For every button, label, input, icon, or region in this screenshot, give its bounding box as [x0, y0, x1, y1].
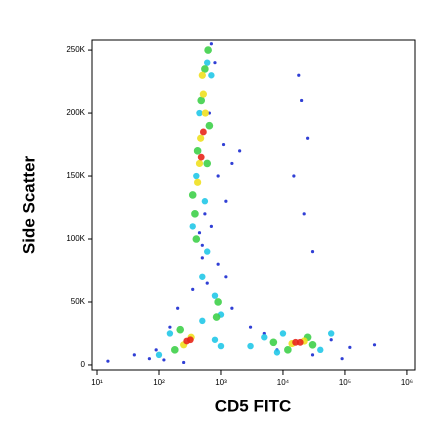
data-point: [199, 128, 207, 136]
data-point: [273, 349, 281, 356]
data-point: [248, 325, 253, 329]
data-point: [197, 231, 202, 235]
data-point: [197, 153, 205, 161]
data-point: [204, 59, 211, 66]
data-point: [297, 73, 301, 77]
data-point: [155, 351, 163, 359]
data-point: [230, 161, 234, 166]
data-point: [106, 359, 110, 363]
data-point: [197, 96, 206, 105]
data-point: [217, 342, 225, 350]
data-point: [211, 336, 219, 343]
data-point: [204, 248, 211, 255]
data-point: [166, 330, 174, 337]
data-point: [168, 325, 172, 329]
data-point: [209, 224, 213, 229]
data-point: [205, 281, 209, 285]
data-point: [171, 346, 179, 354]
data-point: [154, 348, 158, 352]
data-point: [191, 210, 199, 218]
data-point: [195, 159, 204, 168]
data-point: [196, 109, 203, 117]
data-point: [176, 325, 185, 334]
y-tick-label: 50K: [71, 297, 86, 306]
x-tick-label: 10⁴: [277, 378, 290, 387]
data-point: [224, 199, 228, 203]
y-tick-label: 250K: [66, 45, 85, 54]
data-point: [199, 90, 207, 98]
data-point: [193, 172, 200, 180]
data-point: [208, 72, 215, 79]
data-point: [201, 198, 209, 205]
data-point: [147, 357, 151, 361]
data-point: [348, 345, 352, 349]
data-point: [372, 343, 377, 347]
data-point: [188, 191, 197, 199]
data-point: [238, 149, 242, 153]
data-point: [211, 292, 219, 299]
data-point: [209, 42, 213, 46]
y-tick-label: 150K: [66, 171, 85, 180]
data-point: [296, 338, 304, 346]
data-point: [193, 147, 202, 155]
data-point: [216, 174, 220, 178]
data-point: [310, 250, 315, 254]
data-point: [201, 109, 209, 117]
data-point: [203, 159, 212, 168]
data-point: [200, 243, 204, 247]
data-point: [224, 275, 228, 279]
plot-frame: [91, 39, 416, 371]
data-point: [191, 287, 195, 291]
x-tick-label: 10⁶: [401, 378, 413, 387]
data-point: [176, 306, 180, 310]
y-tick-label: 200K: [66, 108, 85, 117]
data-point: [279, 330, 287, 337]
data-point: [340, 357, 344, 361]
x-tick-label: 10²: [153, 378, 165, 387]
data-point: [162, 358, 166, 362]
y-tick-label: 0: [81, 360, 86, 369]
data-point: [199, 273, 206, 280]
data-point: [306, 136, 310, 140]
x-tick-label: 10⁵: [339, 378, 351, 387]
y-axis-title: Side Scatter: [19, 155, 38, 254]
data-point: [198, 71, 206, 79]
data-point: [205, 121, 214, 130]
data-point: [269, 338, 278, 347]
x-tick-label: 10¹: [91, 378, 103, 387]
y-tick-label: 100K: [66, 234, 85, 243]
data-point: [221, 142, 226, 147]
data-point: [327, 330, 335, 337]
data-point: [203, 212, 207, 216]
data-point: [300, 98, 304, 103]
data-point: [284, 346, 292, 354]
x-tick-label: 10³: [215, 378, 227, 387]
x-axis-title: CD5 FITC: [215, 396, 292, 415]
data-point: [213, 61, 217, 65]
data-point: [189, 223, 196, 230]
data-point: [192, 235, 201, 243]
data-point: [329, 338, 333, 342]
data-point: [292, 174, 296, 178]
data-point: [212, 313, 221, 321]
data-point: [302, 212, 306, 216]
data-point: [194, 178, 202, 186]
data-point: [132, 353, 136, 357]
data-point: [310, 353, 315, 357]
data-point: [199, 317, 206, 325]
data-point: [214, 298, 222, 306]
data-point: [216, 262, 220, 266]
data-point: [200, 256, 204, 260]
data-point: [308, 341, 317, 349]
data-point: [201, 65, 209, 73]
data-point: [261, 334, 268, 341]
data-point: [182, 360, 186, 365]
data-point: [197, 134, 205, 142]
data-point: [204, 46, 212, 54]
data-point: [317, 346, 324, 354]
data-point: [247, 342, 254, 350]
data-point: [230, 306, 234, 310]
data-point: [186, 336, 194, 344]
